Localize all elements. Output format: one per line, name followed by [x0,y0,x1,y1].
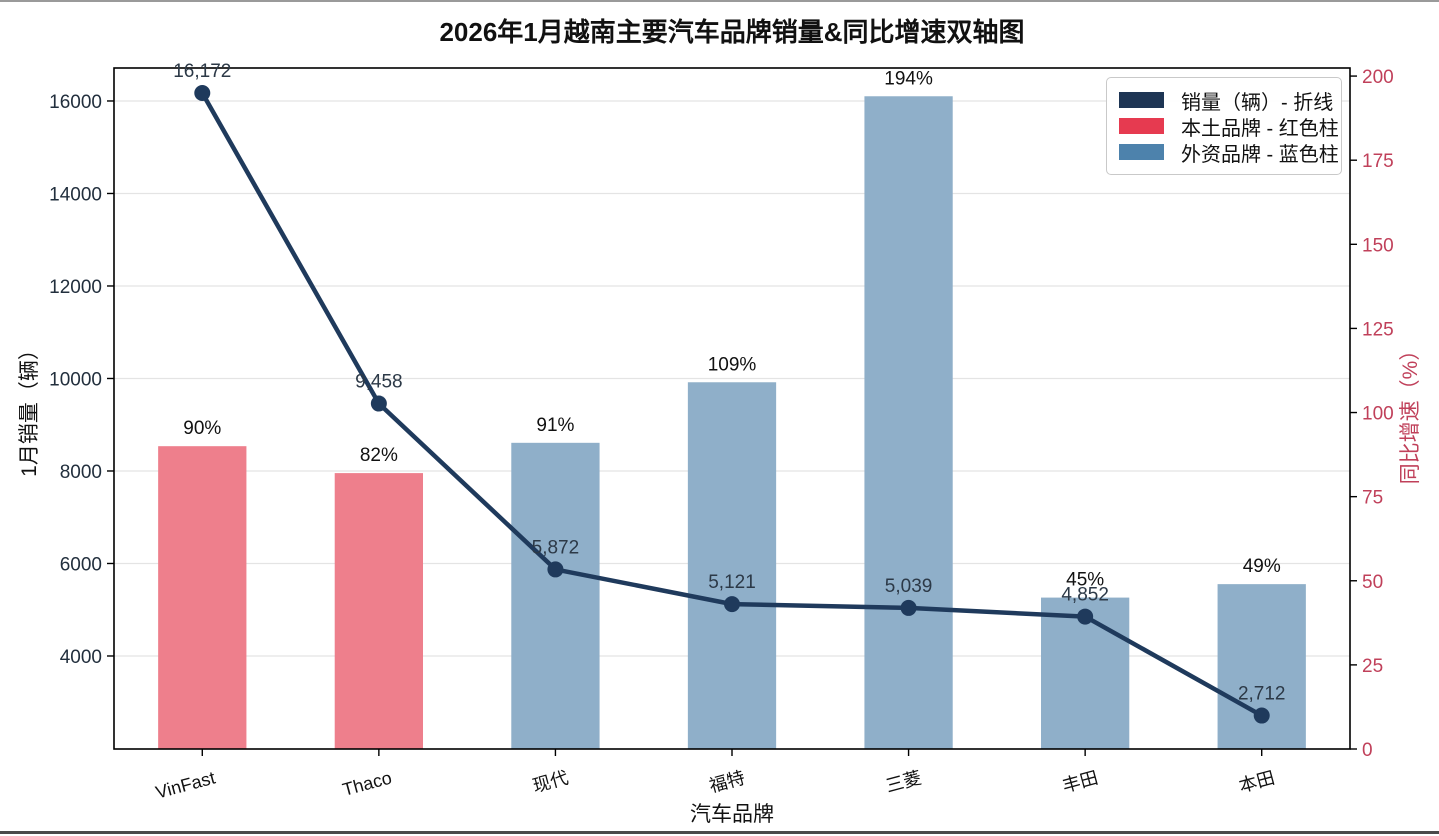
left-tick-label: 14000 [49,184,102,205]
sales-point-marker [547,561,564,578]
bar-value-label: 109% [708,354,757,375]
growth-bar [687,382,777,749]
legend-item-foreign-bar: 外资品牌 - 蓝色柱 [1119,139,1339,166]
sales-point-marker [370,395,387,412]
sales-point-marker [900,599,917,616]
category-label: Thaco [340,768,394,800]
left-tick-label: 10000 [49,369,102,390]
right-tick-label: 200 [1362,67,1394,88]
left-tick-label: 8000 [60,462,102,483]
bar-value-label: 49% [1243,556,1281,577]
right-tick-label: 0 [1362,740,1373,761]
right-tick-label: 75 [1362,488,1383,509]
growth-bar [511,442,600,749]
legend-label: 销量（辆）- 折线 [1181,91,1334,114]
category-label: 丰田 [1060,768,1100,797]
bar-value-label: 82% [360,445,398,466]
right-tick-label: 125 [1362,319,1394,340]
growth-bar [158,446,247,749]
category-label: 本田 [1237,768,1277,797]
legend-label: 本土品牌 - 红色柱 [1181,117,1339,140]
local-bar-swatch [1119,118,1164,134]
category-label: 三菱 [884,768,924,797]
right-tick-label: 175 [1362,151,1394,172]
left-tick-label: 16000 [49,92,102,113]
category-label: 现代 [531,768,571,797]
line-value-label: 2,712 [1238,684,1286,705]
bar-value-label: 91% [536,415,574,436]
line-value-label: 9,458 [355,372,403,393]
sales-point-marker [1077,608,1094,625]
category-label: 福特 [707,768,747,797]
growth-bar [864,96,953,750]
left-tick-label: 6000 [60,554,102,575]
left-tick-label: 4000 [60,647,102,668]
bar-value-label: 90% [183,418,221,439]
right-tick-label: 50 [1362,572,1383,593]
legend: 销量（辆）- 折线 本土品牌 - 红色柱 外资品牌 - 蓝色柱 [1106,77,1342,175]
sales-point-marker [1253,707,1270,724]
line-value-label: 5,121 [708,572,756,593]
legend-item-local-bar: 本土品牌 - 红色柱 [1119,113,1339,140]
left-tick-label: 12000 [49,277,102,298]
right-tick-label: 100 [1362,404,1394,425]
right-tick-label: 150 [1362,235,1394,256]
x-axis-title: 汽车品牌 [690,803,774,826]
line-value-label: 5,039 [885,576,933,597]
sales-point-marker [194,85,211,102]
legend-item-line: 销量（辆）- 折线 [1119,87,1333,114]
foreign-bar-swatch [1119,144,1164,160]
legend-label: 外资品牌 - 蓝色柱 [1181,143,1339,166]
chart-title: 2026年1月越南主要汽车品牌销量&同比增速双轴图 [439,17,1025,47]
bar-value-label: 194% [884,68,933,89]
bar-value-label: 45% [1066,570,1104,591]
line-value-label: 5,872 [532,537,580,558]
category-label: VinFast [154,768,218,803]
line-value-label: 4,852 [1061,585,1109,606]
sales-point-marker [724,596,740,613]
line-value-label: 16,172 [173,61,231,82]
right-tick-label: 25 [1362,656,1383,677]
growth-bar [1217,584,1306,749]
line-series-swatch [1119,92,1164,108]
growth-bar [334,473,423,749]
